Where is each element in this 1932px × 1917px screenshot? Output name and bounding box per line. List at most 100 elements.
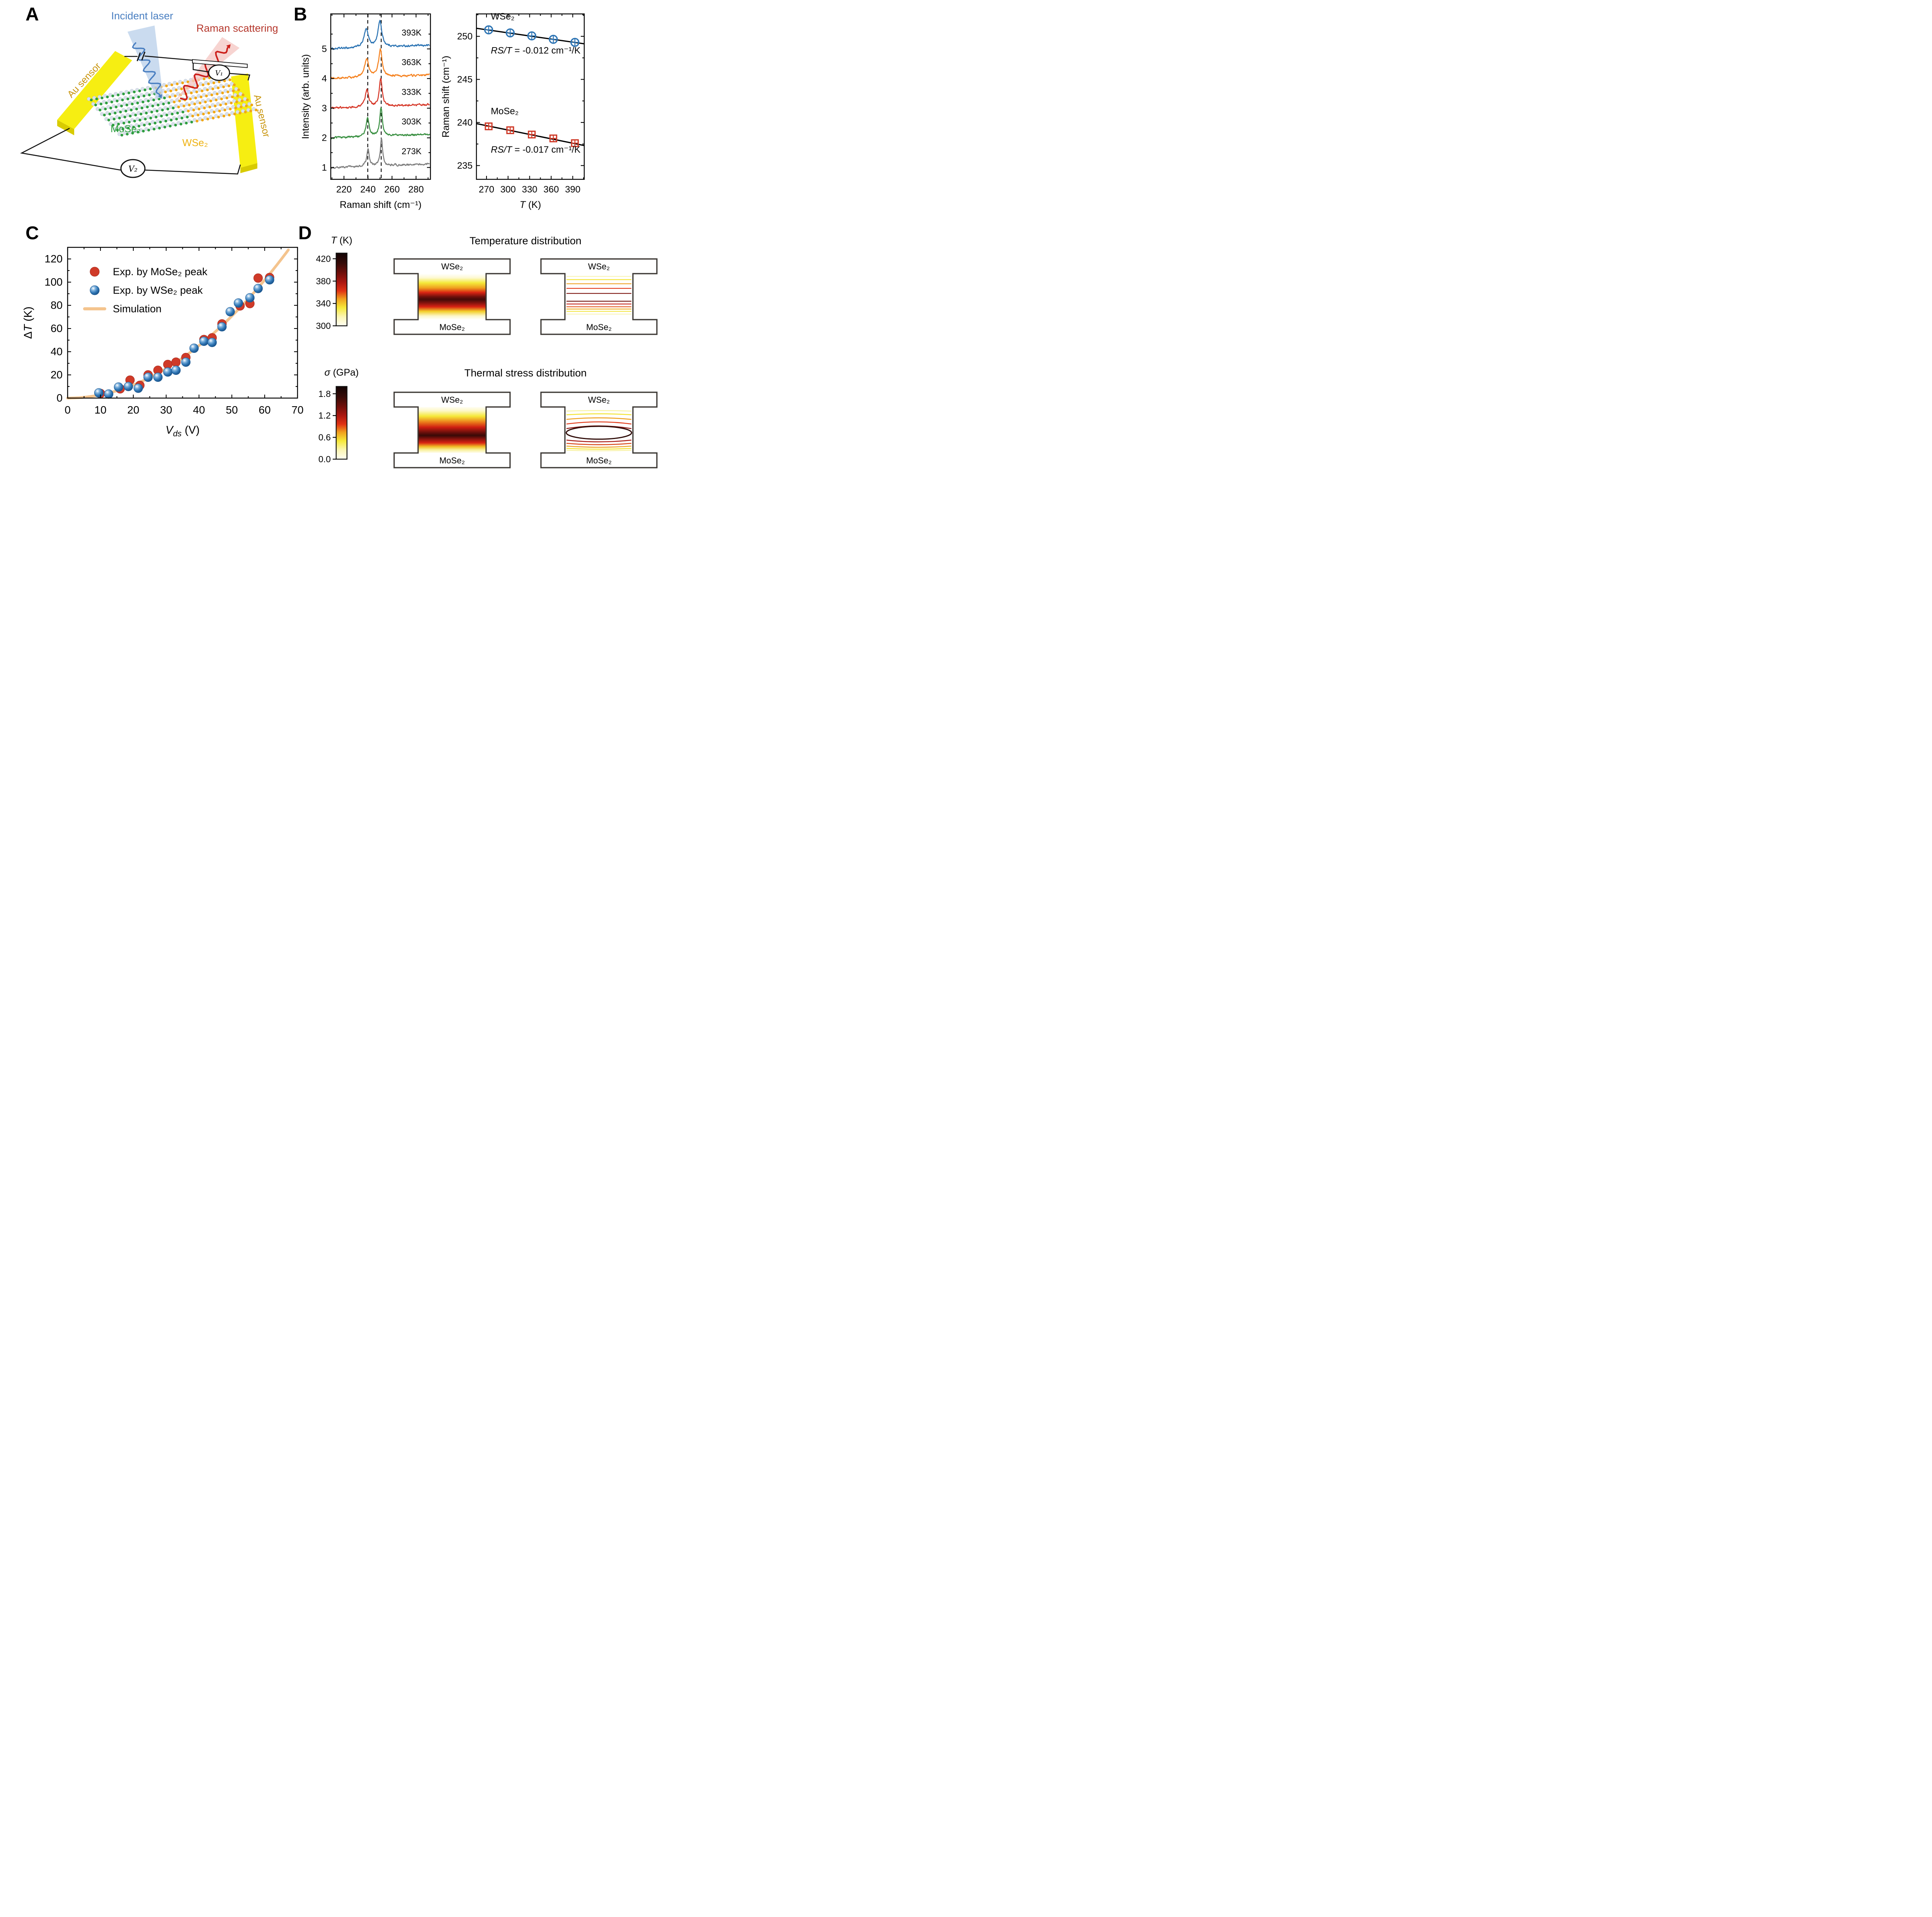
- svg-text:250: 250: [457, 31, 473, 42]
- panel-d-label: D: [298, 223, 312, 243]
- svg-text:Exp. by WSe₂ peak: Exp. by WSe₂ peak: [113, 284, 203, 296]
- chart-raman-spectra: 393K 363K 333K 303K 273K 220 240 260 280 1 2 3 4 5 Ram…: [300, 13, 431, 210]
- delta-t-plot: 0 10 20 30 40 50 60 70 0 20 40 60 80 100 120 Vds (V) ΔT …: [22, 247, 304, 438]
- svg-text:MoSe₂: MoSe₂: [439, 322, 465, 332]
- svg-text:0.6: 0.6: [318, 432, 331, 443]
- svg-text:Vds (V): Vds (V): [165, 424, 199, 438]
- svg-text:T (K): T (K): [520, 199, 541, 210]
- svg-text:MoSe₂: MoSe₂: [586, 456, 612, 465]
- thermal-stress-distribution-row: 1.8 1.2 0.6 0.0 WSe₂ MoSe₂ WSe₂ MoSe₂: [318, 386, 658, 468]
- raman-scattering-label: Raman scattering: [196, 22, 278, 34]
- stress-colorbar-title-symbol: σ: [324, 367, 330, 378]
- temperature-distribution-title: Temperature distribution: [469, 235, 582, 247]
- svg-text:0.0: 0.0: [318, 454, 331, 464]
- svg-text:MoSe₂: MoSe₂: [491, 106, 519, 117]
- svg-text:20: 20: [51, 369, 63, 381]
- device-schematic: V₁ V₂: [20, 26, 258, 178]
- svg-text:30: 30: [160, 404, 172, 416]
- temperature-colorbar-title-symbol: T: [331, 235, 337, 246]
- series-MoSe₂: [485, 122, 579, 147]
- svg-text:50: 50: [226, 404, 238, 416]
- svg-text:WSe₂: WSe₂: [441, 262, 463, 271]
- svg-text:5: 5: [322, 44, 327, 54]
- sense-bar: [192, 59, 248, 68]
- panel-a-illustration: V₁ V₂: [20, 26, 258, 178]
- svg-text:Intensity (arb. units): Intensity (arb. units): [300, 54, 311, 139]
- svg-text:393K: 393K: [401, 28, 422, 37]
- svg-text:380: 380: [316, 276, 331, 286]
- svg-text:0: 0: [56, 392, 63, 404]
- svg-text:40: 40: [193, 404, 205, 416]
- panel-d-distributions: 420 380 340 300 WSe₂ MoSe₂ WSe₂ MoSe₂ 1.8 1.2 0.6 0…: [316, 252, 658, 468]
- svg-text:3: 3: [322, 103, 327, 114]
- svg-text:MoSe₂: MoSe₂: [586, 322, 612, 332]
- svg-text:1.8: 1.8: [318, 389, 331, 399]
- spectrum-303K: [331, 107, 430, 140]
- svg-text:360: 360: [543, 184, 559, 195]
- svg-text:260: 260: [384, 184, 400, 195]
- temperature-colorbar-title-unit: (K): [337, 235, 352, 246]
- svg-text:ΔT (K): ΔT (K): [22, 306, 34, 339]
- spectrum-333K: [331, 78, 430, 109]
- svg-text:340: 340: [316, 298, 331, 308]
- svg-text:RS/T = -0.017 cm⁻¹/K: RS/T = -0.017 cm⁻¹/K: [491, 145, 580, 155]
- voltmeter-v1: [208, 64, 230, 81]
- wire-top-mid: [144, 55, 194, 61]
- svg-text:10: 10: [94, 404, 106, 416]
- chart-delta-t-vs-vds: 0 10 20 30 40 50 60 70 0 20 40 60 80 100 120 Vds (V) ΔT …: [22, 247, 304, 438]
- svg-text:303K: 303K: [401, 117, 422, 126]
- svg-text:100: 100: [44, 276, 63, 288]
- laser-wave: [132, 42, 161, 96]
- svg-text:Exp. by MoSe₂ peak: Exp. by MoSe₂ peak: [113, 266, 207, 278]
- svg-text:363K: 363K: [401, 58, 422, 67]
- panel-c-label: C: [26, 223, 39, 243]
- svg-text:Simulation: Simulation: [113, 303, 162, 315]
- svg-text:420: 420: [316, 254, 331, 264]
- wse2-label: WSe₂: [182, 137, 208, 148]
- svg-text:0: 0: [65, 404, 71, 416]
- svg-text:20: 20: [127, 404, 139, 416]
- svg-text:4: 4: [322, 73, 327, 84]
- voltmeter-v2: [120, 159, 146, 178]
- svg-text:WSe₂: WSe₂: [588, 262, 610, 271]
- temperature-colorbar-title: T (K): [331, 235, 352, 246]
- stress-colorbar-title-unit: (GPa): [330, 367, 359, 378]
- svg-text:240: 240: [360, 184, 376, 195]
- panel-a-label: A: [26, 4, 39, 25]
- panel-b-label: B: [294, 4, 307, 25]
- raman-wave: [180, 47, 229, 100]
- chart-raman-shift-vs-temperature: WSe₂ RS/T = -0.012 cm⁻¹/K MoSe₂ RS/T = -0.0…: [440, 11, 585, 210]
- spectrum-273K: [331, 138, 430, 169]
- temperature-distribution-row: 420 380 340 300 WSe₂ MoSe₂ WSe₂ MoSe₂: [316, 252, 658, 335]
- svg-text:80: 80: [51, 299, 63, 311]
- spectrum-363K: [331, 48, 430, 80]
- svg-text:MoSe₂: MoSe₂: [439, 456, 465, 465]
- figure-page: A B C D V₁ V₂ Incident laser Raman scatte…: [0, 0, 678, 479]
- svg-text:273K: 273K: [401, 146, 422, 156]
- svg-text:40: 40: [51, 346, 63, 358]
- svg-text:WSe₂: WSe₂: [491, 11, 514, 22]
- legend: Exp. by MoSe₂ peak Exp. by WSe₂ peak Simul…: [83, 266, 207, 315]
- svg-text:300: 300: [316, 321, 331, 331]
- svg-text:390: 390: [565, 184, 580, 195]
- raman-shift-vs-t-plot: WSe₂ RS/T = -0.012 cm⁻¹/K MoSe₂ RS/T = -0.0…: [440, 11, 585, 210]
- svg-text:1: 1: [322, 162, 327, 173]
- svg-text:245: 245: [457, 74, 473, 85]
- svg-text:330: 330: [522, 184, 537, 195]
- svg-text:70: 70: [291, 404, 303, 416]
- svg-text:333K: 333K: [401, 87, 422, 97]
- thermal-stress-distribution-title: Thermal stress distribution: [464, 367, 587, 379]
- svg-text:120: 120: [44, 253, 63, 265]
- spectrum-393K: [331, 20, 430, 50]
- incident-beam: [128, 26, 163, 99]
- svg-text:2: 2: [322, 133, 327, 143]
- series-wse2-points: [94, 275, 274, 399]
- svg-text:220: 220: [336, 184, 352, 195]
- svg-text:V₂: V₂: [128, 164, 138, 174]
- svg-text:240: 240: [457, 117, 473, 128]
- svg-text:1.2: 1.2: [318, 410, 331, 421]
- svg-text:235: 235: [457, 160, 473, 171]
- raman-spectra-plot: 393K 363K 333K 303K 273K 220 240 260 280 1 2 3 4 5 Ram…: [300, 13, 431, 210]
- svg-text:280: 280: [408, 184, 424, 195]
- svg-text:300: 300: [500, 184, 516, 195]
